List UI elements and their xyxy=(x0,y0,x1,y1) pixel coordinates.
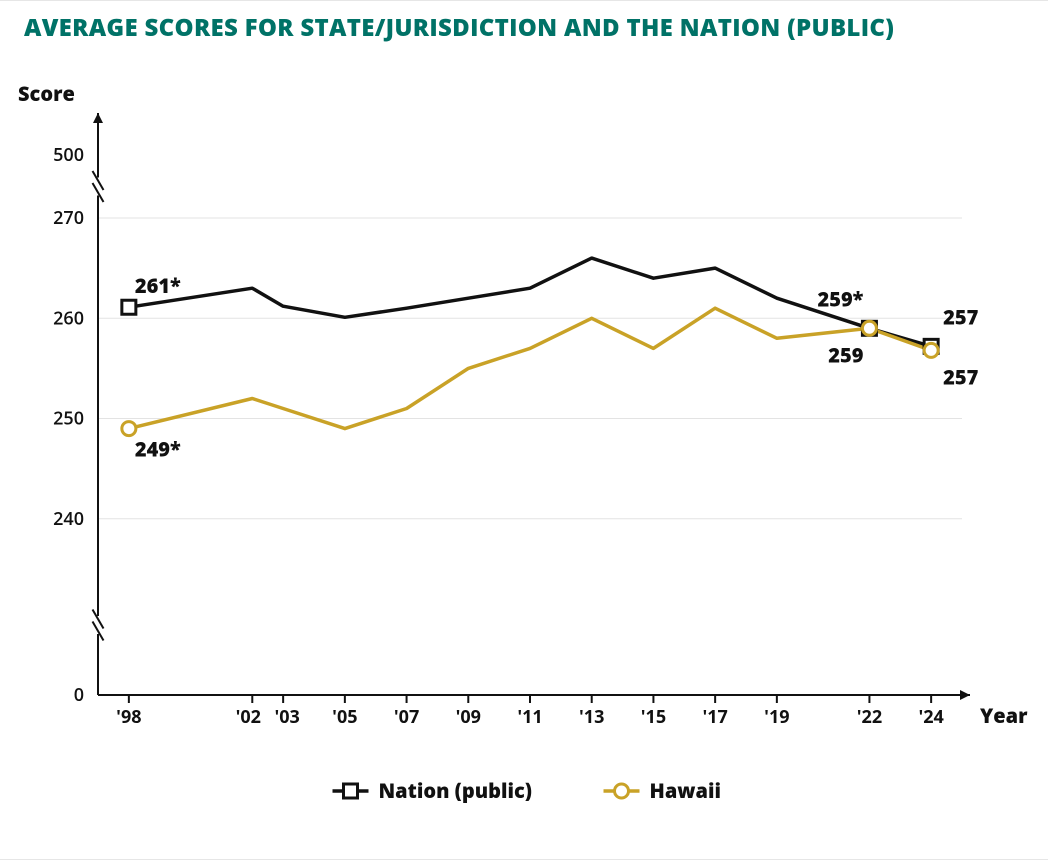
legend-label-hawaii: Hawaii xyxy=(650,777,721,804)
x-tick-label: '22 xyxy=(857,705,882,729)
chart-container: AVERAGE SCORES FOR STATE/JURISDICTION AN… xyxy=(0,0,1048,860)
x-tick-label: '03 xyxy=(274,705,299,729)
chart-title: AVERAGE SCORES FOR STATE/JURISDICTION AN… xyxy=(24,11,894,44)
x-tick-label: '24 xyxy=(918,705,943,729)
data-label-nation: 261* xyxy=(135,272,181,299)
y-tick-label: 250 xyxy=(53,407,84,431)
x-tick-label: '98 xyxy=(116,705,141,729)
data-label-nation: 257 xyxy=(943,303,978,330)
chart-svg: Score 0 240 250 260 270 500 '98 '02 '03 '05 '07 '09 '… xyxy=(0,1,1048,861)
y-tick-label: 240 xyxy=(53,507,84,531)
legend-marker-nation xyxy=(344,784,358,798)
data-label-hawaii: 249* xyxy=(135,436,181,463)
data-label-hawaii: 259 xyxy=(828,341,863,368)
x-tick-label: '19 xyxy=(764,705,789,729)
data-label-nation: 259* xyxy=(818,285,864,312)
x-tick-label: '07 xyxy=(394,705,419,729)
x-tick-label: '17 xyxy=(702,705,727,729)
y-tick-label: 500 xyxy=(53,143,84,167)
x-tick-label: '02 xyxy=(236,705,261,729)
series-marker-hawaii xyxy=(862,321,876,335)
legend-marker-hawaii xyxy=(615,784,629,798)
data-label-hawaii: 257 xyxy=(943,363,978,390)
series-line-hawaii xyxy=(129,308,931,428)
x-tick-label: '05 xyxy=(332,705,357,729)
x-axis-label: Year xyxy=(980,702,1028,729)
x-tick-label: '09 xyxy=(456,705,481,729)
series-marker-hawaii xyxy=(924,343,938,357)
y-tick-label: 260 xyxy=(53,306,84,330)
y-axis-label: Score xyxy=(18,80,75,107)
y-axis-arrow xyxy=(93,113,103,123)
y-tick-label: 0 xyxy=(74,683,84,707)
x-axis-arrow xyxy=(960,690,970,700)
series-marker-hawaii xyxy=(122,422,136,436)
y-tick-label: 270 xyxy=(53,206,84,230)
x-tick-label: '15 xyxy=(641,705,666,729)
legend-label-nation: Nation (public) xyxy=(379,777,532,804)
x-tick-label: '11 xyxy=(517,705,542,729)
x-tick-label: '13 xyxy=(579,705,604,729)
series-marker-nation xyxy=(122,300,136,314)
